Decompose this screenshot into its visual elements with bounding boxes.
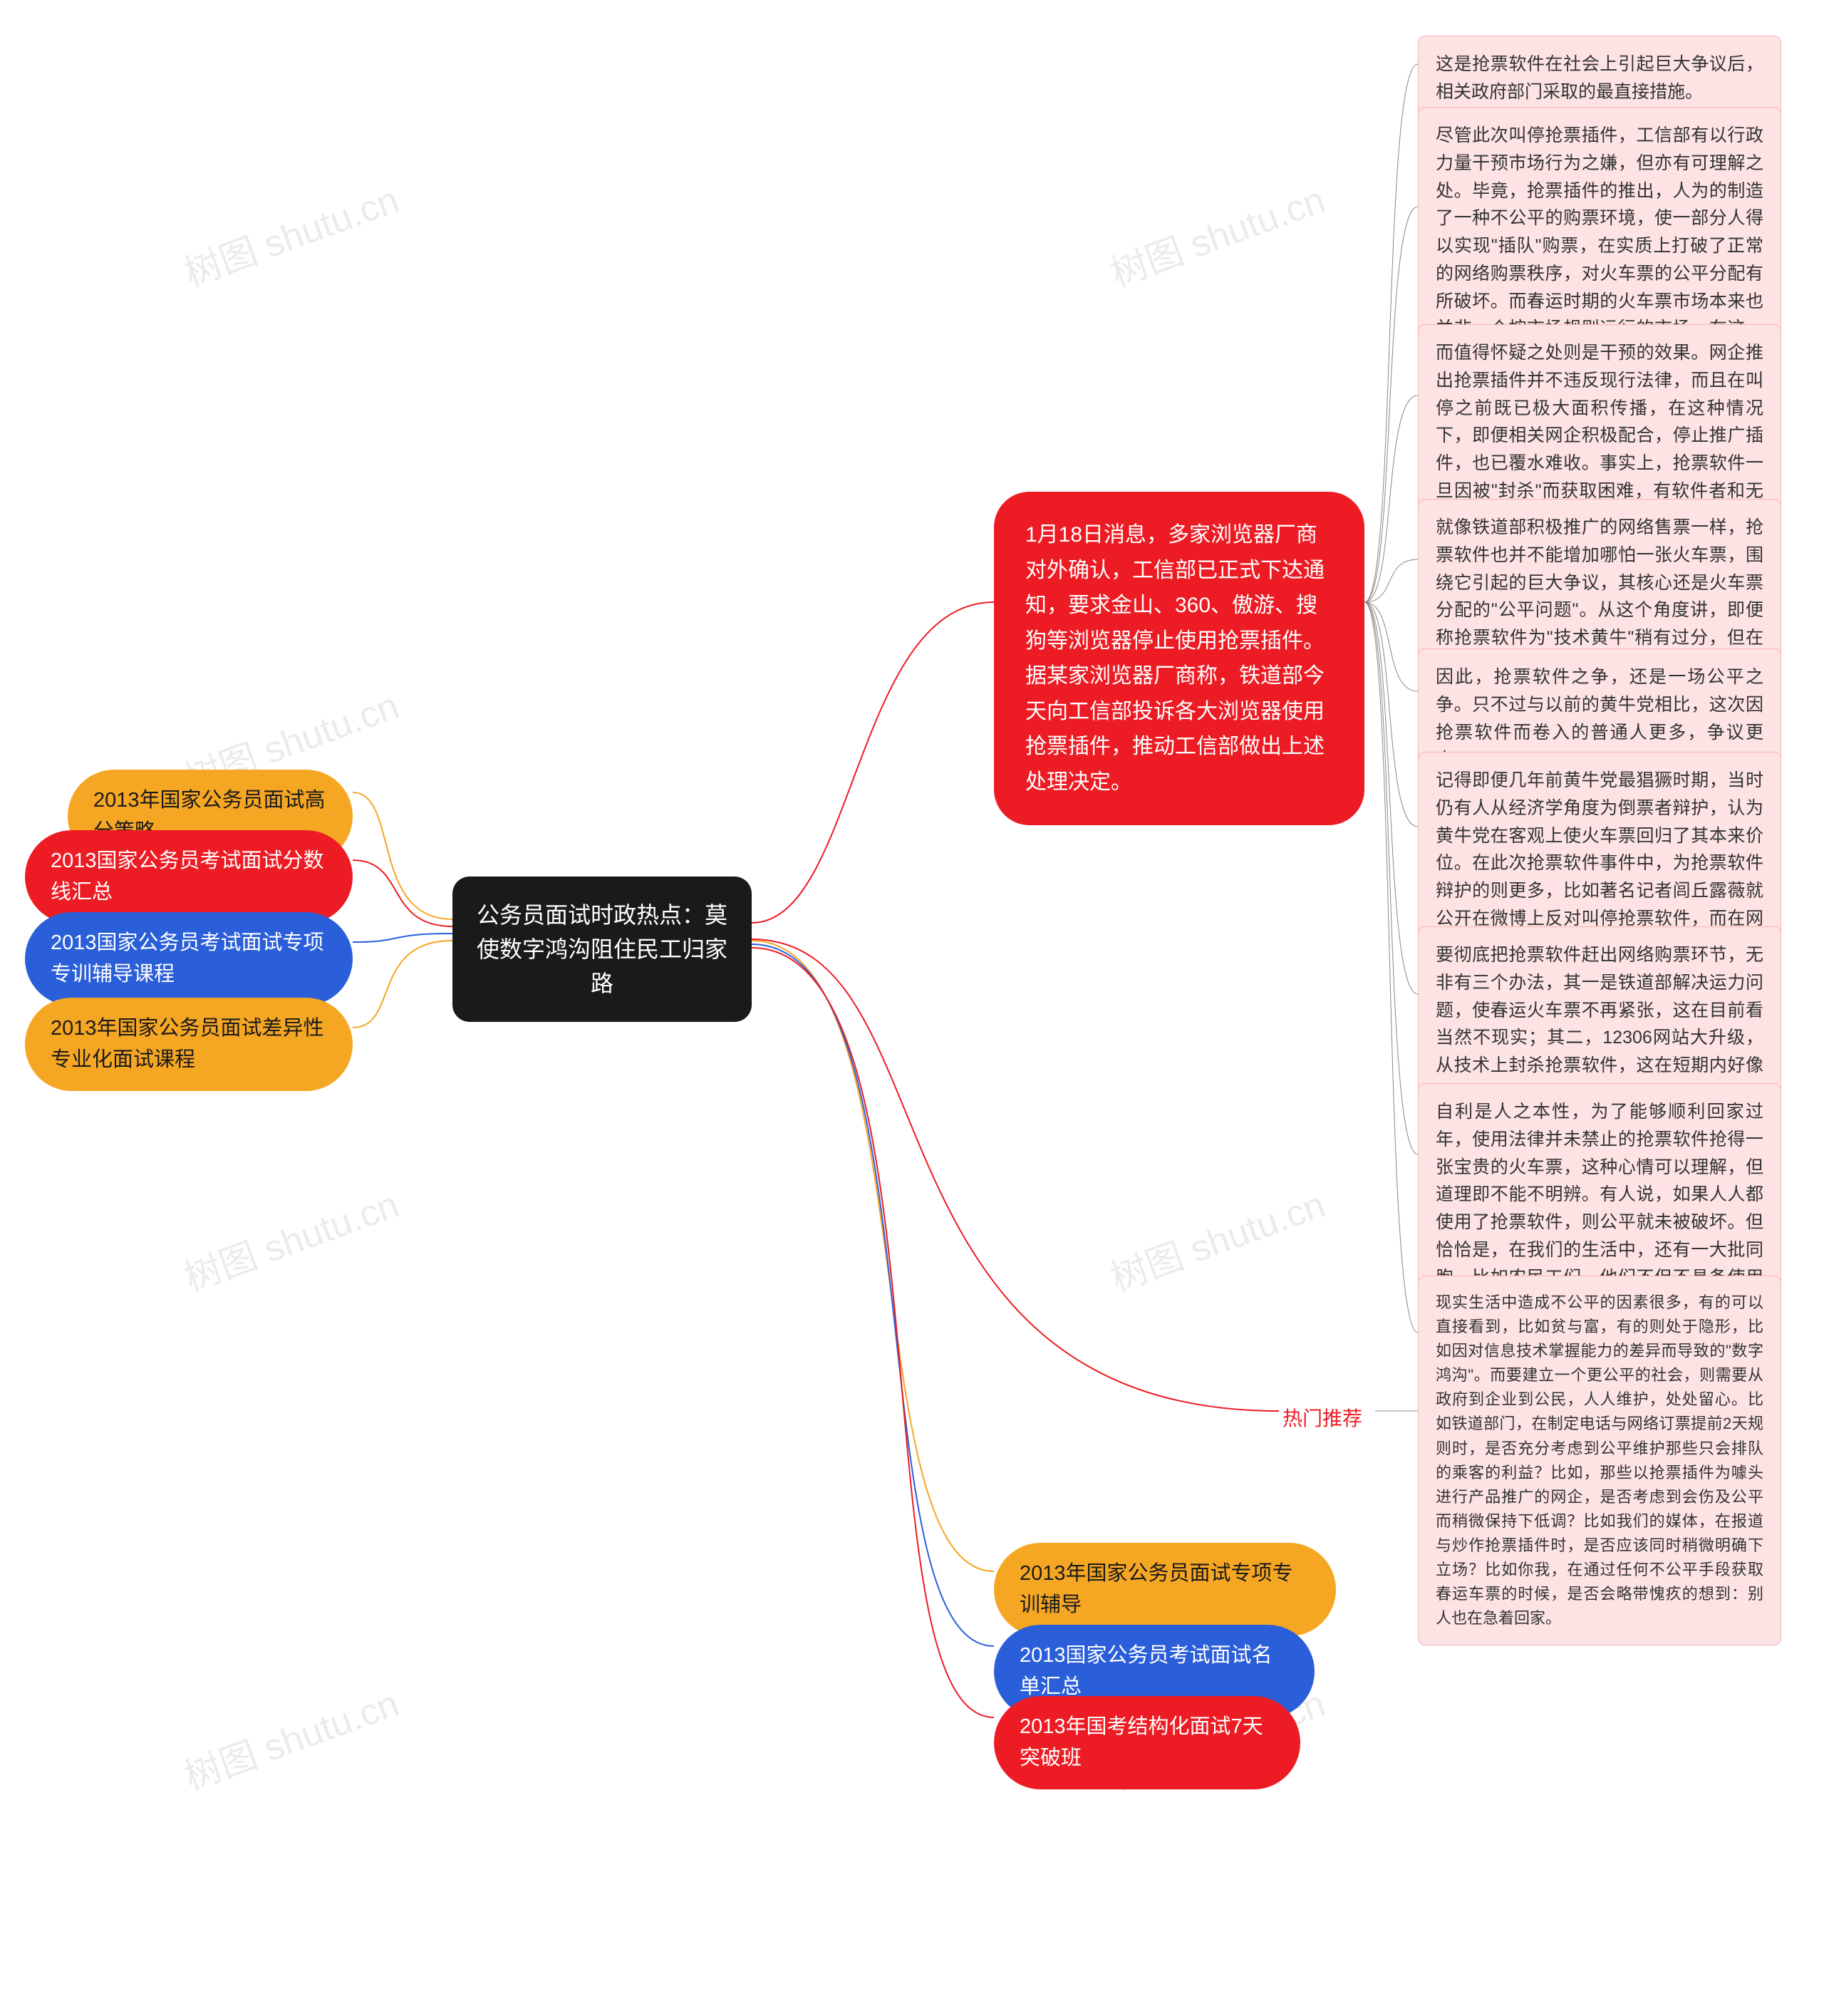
left-node-4[interactable]: 2013年国家公务员面试差异性专业化面试课程	[25, 998, 353, 1091]
leaf-9[interactable]: 现实生活中造成不公平的因素很多，有的可以直接看到，比如贫与富，有的则处于隐形，比…	[1418, 1276, 1781, 1645]
bottom-node-3[interactable]: 2013年国考结构化面试7天突破班	[994, 1696, 1300, 1789]
hot-recommend-label: 热门推荐	[1282, 1397, 1362, 1441]
bottom-node-1[interactable]: 2013年国家公务员面试专项专训辅导	[994, 1543, 1336, 1636]
main-topic-node[interactable]: 1月18日消息，多家浏览器厂商对外确认，工信部已正式下达通知，要求金山、360、…	[994, 492, 1364, 825]
watermark: 树图 shutu.cn	[176, 1673, 405, 1800]
watermark: 树图 shutu.cn	[176, 1174, 405, 1301]
left-node-3[interactable]: 2013国家公务员考试面试专项专训辅导课程	[25, 912, 353, 1006]
watermark: 树图 shutu.cn	[1102, 1174, 1332, 1301]
left-node-2[interactable]: 2013国家公务员考试面试分数线汇总	[25, 830, 353, 924]
watermark: 树图 shutu.cn	[1102, 170, 1332, 296]
root-node[interactable]: 公务员面试时政热点：莫使数字鸿沟阻住民工归家路	[452, 877, 752, 1022]
watermark: 树图 shutu.cn	[176, 170, 405, 296]
